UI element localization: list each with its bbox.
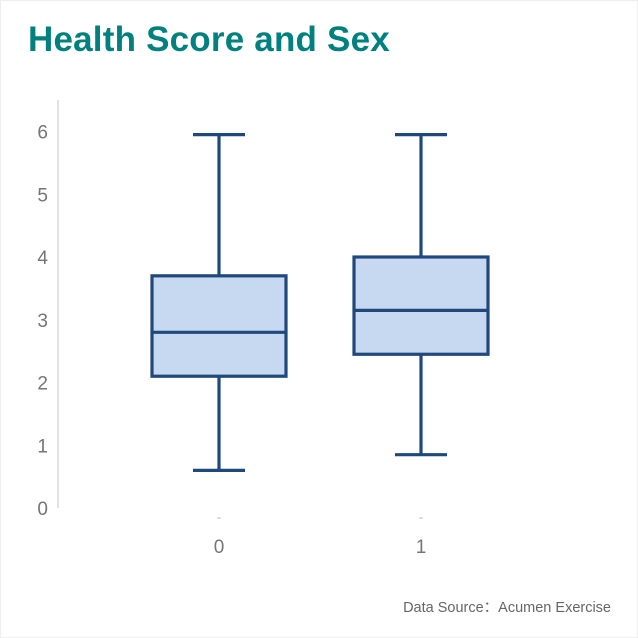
- data-source-note: Data Source：Acumen Exercise: [403, 600, 611, 616]
- x-tick-label: 1: [416, 537, 427, 558]
- y-tick-label: 1: [37, 436, 48, 457]
- box-group: [150, 133, 288, 472]
- y-tick-label: 4: [37, 248, 48, 269]
- iqr-box: [352, 255, 490, 356]
- y-tick-label: 2: [37, 374, 48, 395]
- iqr-box: [150, 274, 288, 378]
- boxes: [150, 133, 490, 472]
- box-group: [352, 133, 490, 457]
- y-tick-label: 3: [37, 311, 48, 332]
- chart-title: Health Score and Sex: [28, 20, 390, 59]
- y-tick-labels: 0 1 2 3 4 5 6: [37, 123, 48, 521]
- y-tick-label: 5: [37, 185, 48, 206]
- y-tick-label: 0: [37, 499, 48, 520]
- x-tick-label: 0: [214, 537, 225, 558]
- y-tick-label: 6: [37, 123, 48, 144]
